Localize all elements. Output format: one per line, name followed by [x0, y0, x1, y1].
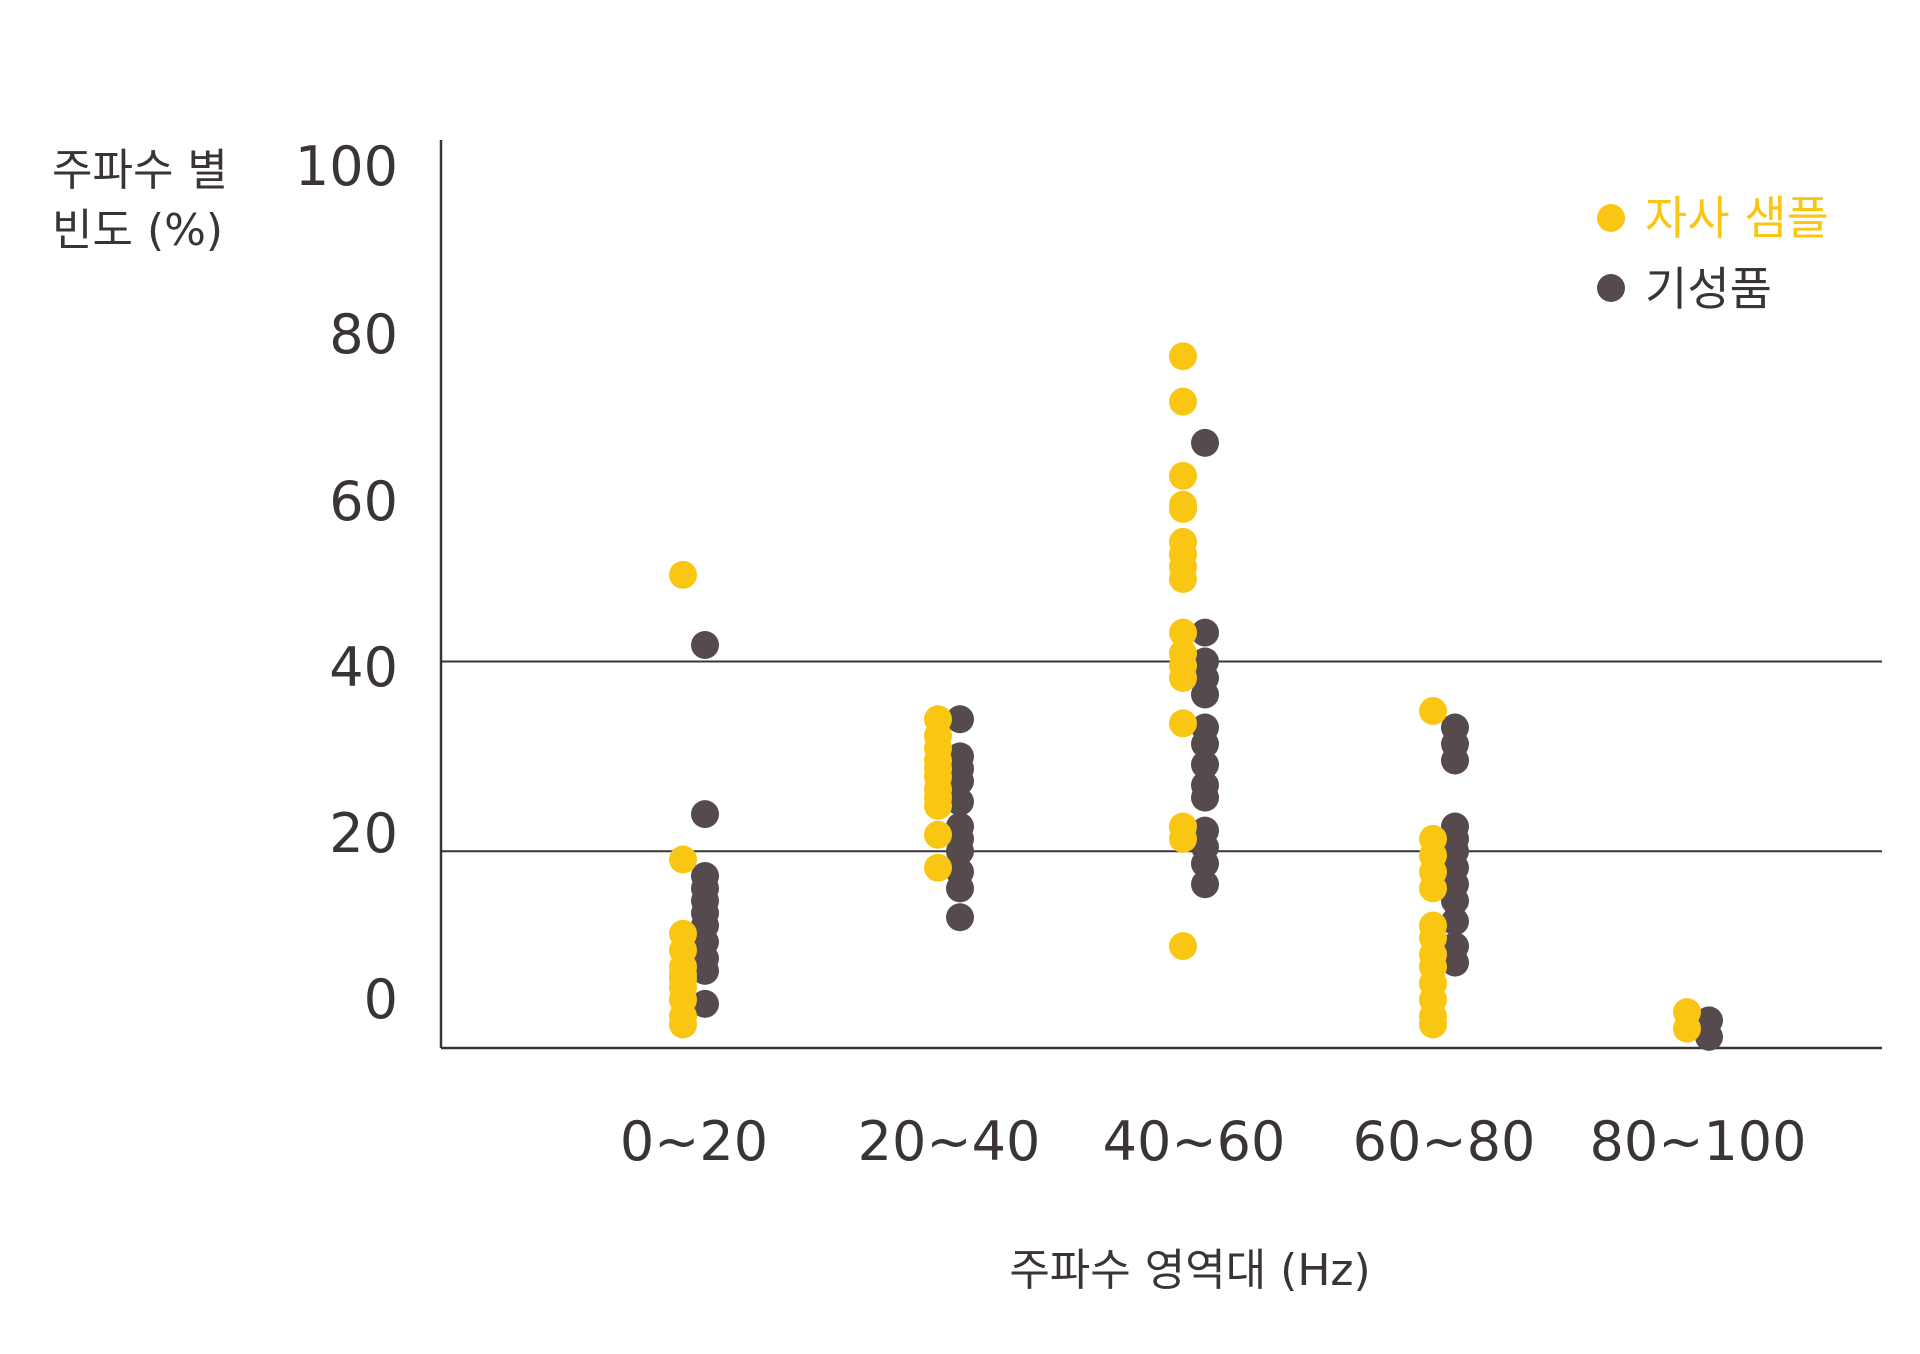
y-axis-title-line-2: 빈도 (%) [52, 205, 223, 256]
y-tick-labels: 100 80 60 40 20 0 [295, 135, 398, 1031]
point-commercial-product [691, 989, 719, 1018]
point-commercial-product [946, 837, 974, 866]
data-points [669, 342, 1723, 1051]
point-own-sample [924, 820, 952, 849]
point-commercial-product [1441, 746, 1469, 775]
x-tick-label: 60~80 [1353, 1110, 1536, 1173]
point-commercial-product [1695, 1022, 1723, 1051]
legend-marker-commercial-product [1597, 274, 1625, 302]
point-own-sample [669, 845, 697, 874]
point-own-sample [1169, 565, 1197, 593]
y-tick-label: 100 [295, 135, 398, 198]
point-commercial-product [946, 767, 974, 796]
point-commercial-product [946, 903, 974, 932]
point-commercial-product [1441, 886, 1469, 915]
point-own-sample [1169, 387, 1197, 416]
point-own-sample [1169, 342, 1197, 371]
axes [439, 140, 1882, 1050]
legend-label-own-sample: 자사 샘플 [1645, 191, 1829, 245]
point-commercial-product [691, 800, 719, 829]
point-own-sample [1169, 618, 1197, 647]
point-own-sample [1169, 824, 1197, 853]
x-tick-label: 20~40 [858, 1110, 1041, 1173]
point-own-sample [1169, 494, 1197, 523]
x-tick-labels: 0~20 20~40 40~60 60~80 80~100 [620, 1110, 1807, 1173]
point-own-sample [924, 791, 952, 820]
point-own-sample [1169, 664, 1197, 692]
reference-lines [441, 660, 1882, 853]
point-commercial-product [1441, 907, 1469, 936]
point-commercial-product [946, 787, 974, 816]
point-own-sample [1419, 697, 1447, 725]
point-commercial-product [1191, 870, 1219, 899]
y-axis-title-line-1: 주파수 별 [52, 145, 228, 196]
point-own-sample [1169, 461, 1197, 490]
point-own-sample [1419, 874, 1447, 903]
y-tick-label: 40 [329, 636, 398, 699]
point-own-sample [1419, 1010, 1447, 1039]
point-commercial-product [1191, 680, 1219, 709]
point-commercial-product [1191, 849, 1219, 878]
point-commercial-product [1191, 618, 1219, 647]
point-commercial-product [1191, 428, 1219, 457]
x-tick-label: 0~20 [620, 1110, 768, 1173]
y-tick-label: 0 [364, 968, 398, 1031]
y-tick-label: 20 [329, 802, 398, 865]
point-own-sample [1169, 709, 1197, 738]
legend-label-commercial-product: 기성품 [1645, 262, 1772, 316]
point-commercial-product [946, 705, 974, 734]
point-own-sample [669, 1010, 697, 1039]
y-tick-label: 60 [329, 470, 398, 533]
point-commercial-product [691, 631, 719, 659]
x-tick-label: 80~100 [1589, 1110, 1806, 1173]
legend-marker-own-sample [1597, 204, 1625, 232]
point-commercial-product [691, 956, 719, 985]
point-commercial-product [1191, 783, 1219, 812]
point-own-sample [1169, 932, 1197, 961]
point-commercial-product [1191, 750, 1219, 779]
x-axis-title: 주파수 영역대 (Hz) [1009, 1245, 1370, 1296]
point-commercial-product [946, 874, 974, 903]
legend: 자사 샘플 기성품 [1597, 191, 1829, 316]
point-commercial-product [1191, 730, 1219, 758]
point-own-sample [1673, 1014, 1701, 1043]
y-tick-label: 80 [329, 303, 398, 366]
point-own-sample [924, 853, 952, 882]
x-tick-label: 40~60 [1103, 1110, 1286, 1173]
point-commercial-product [1441, 948, 1469, 977]
point-own-sample [669, 560, 697, 589]
